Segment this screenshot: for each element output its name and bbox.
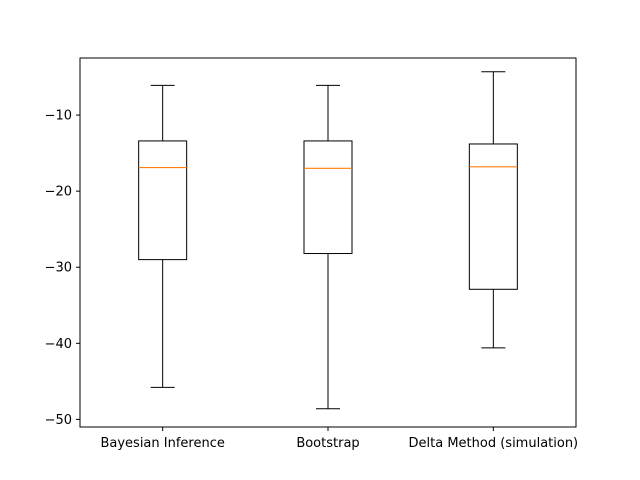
- y-tick-label: −30: [45, 261, 72, 276]
- y-tick-label: −40: [45, 337, 72, 352]
- x-axis: Bayesian Inference Bootstrap Delta Method …: [100, 427, 578, 451]
- x-category-label: Bayesian Inference: [100, 436, 224, 451]
- iqr-box: [303, 140, 353, 255]
- iqr-box: [138, 140, 188, 261]
- y-tick-label: −20: [45, 185, 72, 200]
- x-category-label: Delta Method (simulation): [409, 436, 579, 451]
- plot-marks: [138, 71, 518, 410]
- y-tick-label: −50: [45, 413, 72, 428]
- y-axis: −10 −20 −30 −40 −50: [45, 109, 80, 428]
- x-category-label: Bootstrap: [296, 436, 359, 451]
- iqr-box: [468, 143, 518, 290]
- box-group: [468, 71, 518, 349]
- box-group: [303, 84, 353, 410]
- box-group: [138, 84, 188, 388]
- y-tick-label: −10: [45, 109, 72, 124]
